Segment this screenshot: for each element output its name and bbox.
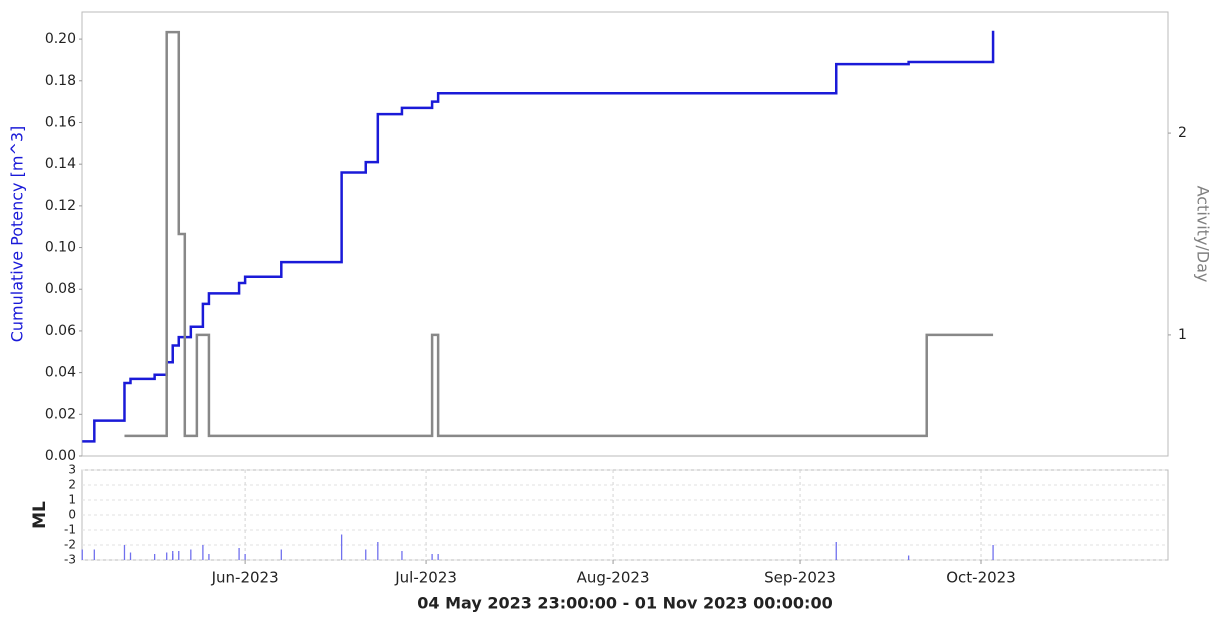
y-tick-label: 0.10 [45, 240, 76, 256]
y-tick-label: 0.02 [45, 406, 76, 422]
y-tick-label: 0.08 [45, 281, 76, 297]
y-tick-label: 0.14 [45, 156, 76, 172]
x-tick-label: Aug-2023 [577, 569, 650, 587]
ml-tick-label: -1 [64, 523, 76, 537]
y-tick-label: 0.00 [45, 448, 76, 464]
x-tick-label: Sep-2023 [764, 569, 836, 587]
ml-tick-label: -3 [64, 553, 76, 567]
ml-tick-label: 0 [68, 508, 76, 522]
y-tick-label: 0.18 [45, 73, 76, 89]
ml-axis-label: ML [30, 501, 50, 529]
y-axis-label: Cumulative Potency [m^3] [8, 126, 27, 343]
y2-tick-label: 1 [1178, 327, 1187, 343]
x-tick-label: Oct-2023 [946, 569, 1016, 587]
x-tick-label: Jun-2023 [211, 569, 279, 587]
ml-tick-label: -2 [64, 538, 76, 552]
y-tick-label: 0.04 [45, 365, 76, 381]
x-tick-label: Jul-2023 [394, 569, 457, 587]
top-frame [81, 11, 1169, 457]
y2-axis-label: Activity/Day [1194, 186, 1213, 283]
ml-tick-label: 3 [68, 463, 76, 477]
y-tick-label: 0.16 [45, 114, 76, 130]
y-tick-label: 0.12 [45, 198, 76, 214]
y2-tick-label: 2 [1178, 125, 1187, 141]
step-line [124, 30, 994, 438]
ml-tick-label: 2 [68, 478, 76, 492]
x-axis-label: 04 May 2023 23:00:00 - 01 Nov 2023 00:00… [417, 594, 832, 613]
y-tick-label: 0.06 [45, 323, 76, 339]
y-tick-label: 0.20 [45, 31, 76, 47]
ml-tick-label: 1 [68, 493, 76, 507]
step-line [82, 30, 995, 443]
